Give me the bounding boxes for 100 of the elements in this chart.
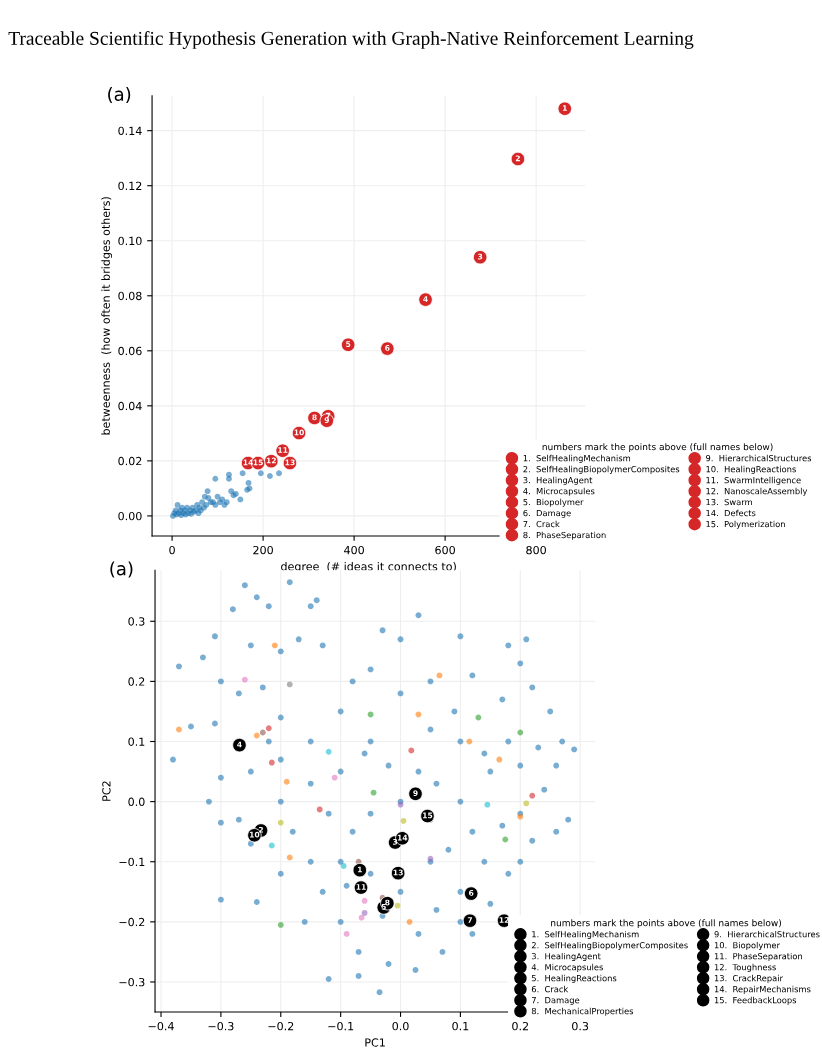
point: [325, 748, 332, 755]
legend-label: 3. HealingAgent: [531, 952, 601, 961]
legend-title: numbers mark the points above (full names below): [542, 443, 773, 452]
point: [529, 792, 536, 799]
y-tick-label: 0.12: [118, 181, 142, 191]
legend-label: 2. SelfHealingBiopolymerComposites: [523, 465, 680, 474]
y-axis-title: PC2: [102, 781, 111, 801]
x-tick-label: 0.0: [392, 1021, 409, 1031]
point: [257, 470, 264, 477]
legend-label: 6. Crack: [531, 985, 569, 993]
legend-label: 10. Biopolymer: [714, 941, 780, 950]
point: [400, 817, 407, 824]
legend-label: 8. MechanicalProperties: [531, 1007, 634, 1016]
point: [245, 479, 252, 486]
x-tick-label: 800: [526, 545, 546, 555]
legend-label: 7. Damage: [531, 997, 580, 1005]
point: [436, 672, 443, 679]
point: [361, 897, 368, 904]
point: [358, 914, 365, 921]
point: [277, 819, 284, 826]
x-tick-label: 0.1: [452, 1021, 469, 1031]
x-tick-label: 400: [344, 545, 364, 555]
point: [265, 725, 272, 732]
point: [466, 738, 473, 745]
y-tick-label: 0.0: [128, 797, 145, 806]
legend-label: 8. PhaseSeparation: [523, 531, 606, 540]
x-tick-label: 200: [253, 545, 273, 555]
point: [212, 475, 219, 482]
y-tick-label: 0.14: [118, 126, 142, 136]
point: [484, 801, 491, 808]
y-tick-label: −0.3: [119, 977, 145, 987]
legend-label: 1. SelfHealingMechanism: [532, 930, 639, 939]
legend-label: 2. SelfHealingBiopolymerComposites: [531, 941, 688, 950]
point: [176, 726, 182, 733]
point: [406, 918, 413, 925]
legend-label: 13. CrackRepair: [714, 974, 783, 983]
point: [228, 488, 235, 495]
x-tick-label: 0.3: [572, 1021, 589, 1031]
point: [268, 842, 275, 849]
point: [475, 714, 482, 721]
x-tick-label: 0: [169, 545, 175, 555]
y-tick-label: 0.06: [118, 346, 142, 356]
point: [253, 732, 260, 739]
point: [367, 711, 374, 718]
chart-title: (a): [110, 561, 133, 578]
x-tick-label: −0.4: [148, 1021, 174, 1031]
chart-title: (a): [108, 87, 131, 104]
y-tick-label: 0.1: [128, 737, 145, 746]
legend-label: 3. HealingAgent: [523, 476, 593, 485]
x-axis-title: PC1: [365, 1038, 385, 1047]
y-tick-label: −0.2: [119, 917, 145, 927]
legend-label: 5. HealingReactions: [531, 974, 617, 983]
point: [316, 806, 323, 813]
x-tick-label: −0.2: [268, 1021, 294, 1031]
legend-label: 6. Damage: [523, 509, 571, 518]
legend-label: 10. HealingReactions: [706, 465, 796, 474]
x-axis-title: degree (# ideas it connects to): [281, 562, 456, 573]
point: [214, 493, 221, 500]
point: [415, 711, 422, 718]
y-tick-label: 0.00: [118, 511, 142, 521]
y-tick-label: 0.08: [118, 291, 142, 301]
legend-label: 12. NanoscaleAssembly: [706, 487, 808, 496]
point: [174, 501, 181, 508]
point: [370, 789, 377, 796]
point: [237, 496, 244, 503]
point: [266, 473, 273, 479]
point: [277, 921, 284, 928]
point: [361, 909, 368, 916]
point: [331, 774, 338, 781]
legend-label: 4. Microcapsules: [531, 963, 603, 972]
legend-label: 1. SelfHealingMechanism: [523, 454, 631, 463]
legend-label: 5. Biopolymer: [523, 498, 584, 507]
legend-title: numbers mark the points above (full names below): [551, 919, 782, 929]
point: [239, 470, 246, 477]
legend-label: 9. HierarchicalStructures: [714, 930, 820, 938]
legend-label: 9. HierarchicalStructures: [706, 454, 812, 462]
point: [268, 759, 275, 766]
x-tick-label: −0.3: [208, 1021, 234, 1031]
x-tick-label: −0.1: [328, 1021, 354, 1031]
point: [259, 729, 266, 736]
legend-label: 15. Polymerization: [706, 520, 785, 529]
legend-label: 12. Toughness: [714, 963, 776, 972]
legend-label: 11. SwarmIntelligence: [706, 476, 801, 485]
y-tick-label: 0.02: [118, 456, 142, 466]
legend-label: 14. Defects: [706, 509, 756, 517]
x-tick-label: 0.2: [512, 1021, 528, 1031]
legend-label: 4. Microcapsules: [523, 487, 595, 496]
point: [199, 499, 206, 506]
y-axis-title: betweenness (how often it bridges others): [101, 197, 113, 435]
legend-label: 15. FeedbackLoops: [714, 996, 797, 1005]
legend-label: 13. Swarm: [706, 498, 752, 506]
legend-label: 11. PhaseSeparation: [714, 952, 803, 961]
y-tick-label: 0.04: [118, 401, 142, 411]
point: [286, 681, 293, 688]
point: [271, 642, 278, 649]
text: Traceable Scientific Hypothesis Generation with Graph-Native Reinforcement Learning: [8, 31, 694, 49]
y-tick-label: 0.2: [128, 677, 145, 686]
point: [340, 863, 347, 869]
y-tick-label: 0.3: [128, 617, 145, 626]
point: [226, 471, 232, 478]
